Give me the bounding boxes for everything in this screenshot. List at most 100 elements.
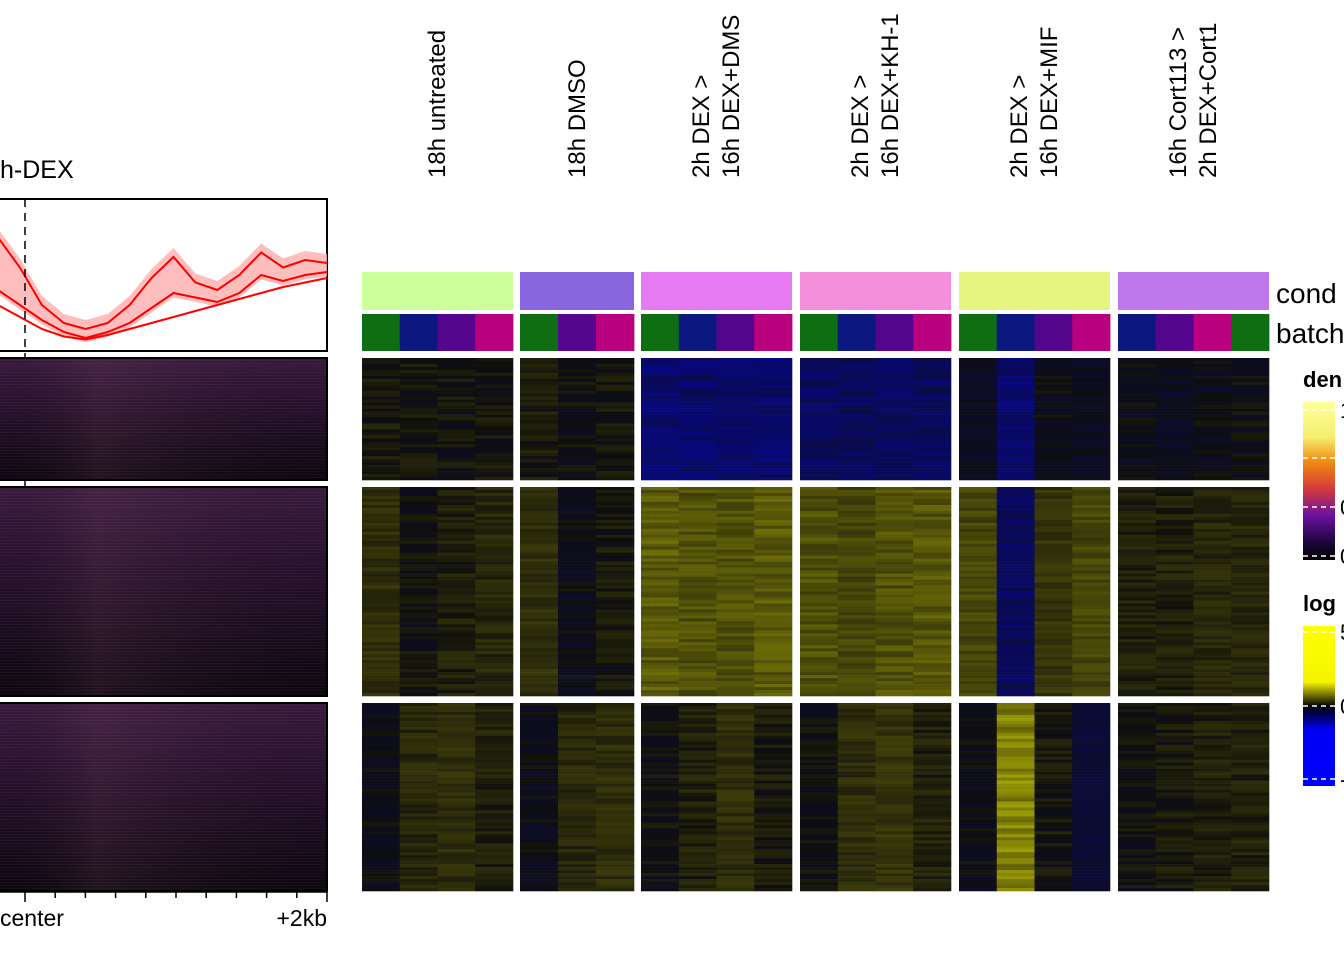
- heatmap-cell: [1193, 471, 1232, 475]
- heatmap-cell: [1155, 744, 1194, 749]
- heatmap-cell: [641, 573, 680, 577]
- heatmap-cell: [913, 867, 952, 871]
- heatmap-cell: [399, 447, 438, 451]
- heatmap-cell: [1034, 816, 1073, 820]
- heatmap-cell: [362, 453, 401, 457]
- heatmap-cell: [716, 399, 755, 403]
- heatmap-cell: [875, 657, 914, 661]
- heatmap-cell: [520, 729, 559, 734]
- heatmap-cell: [437, 585, 476, 589]
- heatmap-cell: [678, 432, 717, 436]
- heatmap-cell: [475, 558, 514, 562]
- heatmap-cell: [558, 363, 597, 368]
- heatmap-cell: [837, 703, 876, 707]
- heatmap-cell: [641, 564, 680, 568]
- heatmap-cell: [475, 738, 514, 743]
- heatmap-cell: [641, 714, 680, 719]
- heatmap-cell: [362, 606, 401, 610]
- heatmap-cell: [641, 504, 680, 509]
- heatmap-cell: [1118, 741, 1157, 746]
- heatmap-cell: [475, 501, 514, 506]
- heatmap-cell: [754, 645, 793, 649]
- heatmap-cell: [716, 513, 755, 518]
- heatmap-cell: [1118, 369, 1157, 374]
- heatmap-cell: [1231, 855, 1270, 859]
- heatmap-cell: [996, 822, 1035, 826]
- heatmap-cell: [1193, 798, 1232, 802]
- heatmap-cell: [1118, 435, 1157, 439]
- heatmap-cell: [641, 681, 680, 685]
- heatmap-cell: [959, 358, 998, 362]
- heatmap-cell: [996, 366, 1035, 371]
- heatmap-cell: [399, 789, 438, 793]
- heatmap-cell: [520, 591, 559, 595]
- heatmap-cell: [1193, 609, 1232, 613]
- heatmap-cell: [362, 372, 401, 377]
- heatmap-cell: [959, 861, 998, 865]
- heatmap-cell: [1155, 684, 1194, 688]
- heatmap-cell: [996, 513, 1035, 518]
- heatmap-cell: [800, 471, 839, 475]
- heatmap-cell: [837, 864, 876, 868]
- heatmap-cell: [996, 543, 1035, 548]
- heatmap-cell: [596, 768, 635, 772]
- heatmap-cell: [1118, 876, 1157, 880]
- heatmap-cell: [959, 795, 998, 799]
- heatmap-cell: [800, 873, 839, 877]
- heatmap-cell: [558, 837, 597, 841]
- heatmap-cell: [596, 552, 635, 556]
- heatmap-cell: [913, 735, 952, 740]
- heatmap-cell: [1193, 435, 1232, 439]
- heatmap-cell: [1072, 639, 1111, 643]
- heatmap-cell: [641, 654, 680, 658]
- heatmap-cell: [1193, 876, 1232, 880]
- heatmap-cell: [959, 759, 998, 763]
- heatmap-cell: [1118, 381, 1157, 386]
- heatmap-cell: [362, 507, 401, 512]
- heatmap-cell: [362, 651, 401, 655]
- heatmap-cell: [596, 729, 635, 734]
- heatmap-cell: [678, 573, 717, 577]
- heatmap-cell: [1193, 777, 1232, 781]
- heatmap-cell: [362, 639, 401, 643]
- heatmap-cell: [475, 597, 514, 601]
- heatmap-cell: [1155, 831, 1194, 835]
- heatmap-cell: [1155, 600, 1194, 604]
- heatmap-cell: [913, 393, 952, 397]
- heatmap-cell: [520, 546, 559, 550]
- heatmap-cell: [754, 513, 793, 518]
- heatmap-cell: [399, 762, 438, 766]
- heatmap-cell: [837, 588, 876, 592]
- heatmap-cell: [716, 456, 755, 460]
- heatmap-cell: [558, 516, 597, 521]
- heatmap-cell: [1231, 456, 1270, 460]
- heatmap-cell: [1118, 831, 1157, 835]
- heatmap-cell: [362, 384, 401, 389]
- heatmap-cell: [1193, 399, 1232, 403]
- heatmap-cell: [837, 504, 876, 509]
- heatmap-cell: [800, 636, 839, 640]
- heatmap-cell: [558, 429, 597, 433]
- heatmap-cell: [641, 447, 680, 451]
- heatmap-cell: [678, 519, 717, 524]
- heatmap-cell: [1155, 654, 1194, 658]
- heatmap-cell: [996, 555, 1035, 559]
- heatmap-cell: [754, 666, 793, 670]
- heatmap-cell: [558, 831, 597, 835]
- heatmap-cell: [437, 567, 476, 571]
- heatmap-cell: [837, 543, 876, 548]
- heatmap-cell: [913, 690, 952, 694]
- heatmap-cell: [1231, 882, 1270, 886]
- heatmap-cell: [716, 636, 755, 640]
- heatmap-cell: [399, 441, 438, 445]
- heatmap-cell: [1155, 771, 1194, 775]
- heatmap-cell: [996, 861, 1035, 865]
- heatmap-cell: [875, 585, 914, 589]
- heatmap-cell: [596, 522, 635, 527]
- heatmap-cell: [800, 687, 839, 691]
- heatmap-cell: [959, 384, 998, 389]
- heatmap-cell: [800, 732, 839, 737]
- heatmap-cell: [1034, 864, 1073, 868]
- heatmap-cell: [1072, 705, 1111, 710]
- heatmap-cell: [475, 648, 514, 652]
